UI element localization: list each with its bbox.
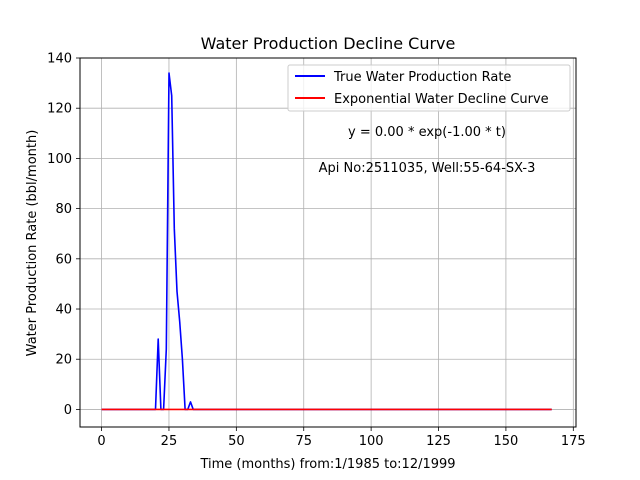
axis-ticks: 0 25 50 75 100 125 150 175 0 20 40 60 80 100 120 140 <box>47 52 586 450</box>
x-tick-label: 150 <box>493 434 518 449</box>
y-tick-label: 120 <box>47 102 72 117</box>
equation-annotation: y = 0.00 * exp(-1.00 * t) <box>348 125 506 140</box>
chart-title: Water Production Decline Curve <box>201 34 456 53</box>
true-water-production-line <box>101 72 552 411</box>
grid <box>80 57 576 427</box>
plot-frame <box>79 57 577 428</box>
x-tick-label: 25 <box>161 434 178 449</box>
x-tick-label: 50 <box>228 434 245 449</box>
y-tick-label: 20 <box>55 353 72 368</box>
legend: True Water Production Rate Exponential W… <box>287 64 571 112</box>
x-tick-label: 100 <box>359 434 384 449</box>
y-tick-label: 80 <box>55 202 72 217</box>
legend-label-decline: Exponential Water Decline Curve <box>334 92 549 107</box>
legend-box <box>287 64 571 112</box>
x-axis-label: Time (months) from:1/1985 to:12/1999 <box>199 457 455 472</box>
series-layer <box>101 72 552 411</box>
y-tick-label: 0 <box>64 403 72 418</box>
x-tick-label: 175 <box>561 434 586 449</box>
y-axis-label: Water Production Rate (bbl/month) <box>25 130 40 357</box>
y-tick-label: 40 <box>55 303 72 318</box>
y-tick-label: 60 <box>55 252 72 267</box>
x-tick-label: 75 <box>295 434 312 449</box>
legend-label-true: True Water Production Rate <box>333 70 511 85</box>
x-tick-label: 0 <box>97 434 105 449</box>
y-tick-label: 140 <box>47 52 72 67</box>
well-annotation: Api No:2511035, Well:55-64-SX-3 <box>319 161 536 176</box>
x-tick-label: 125 <box>426 434 451 449</box>
y-tick-label: 100 <box>47 152 72 167</box>
